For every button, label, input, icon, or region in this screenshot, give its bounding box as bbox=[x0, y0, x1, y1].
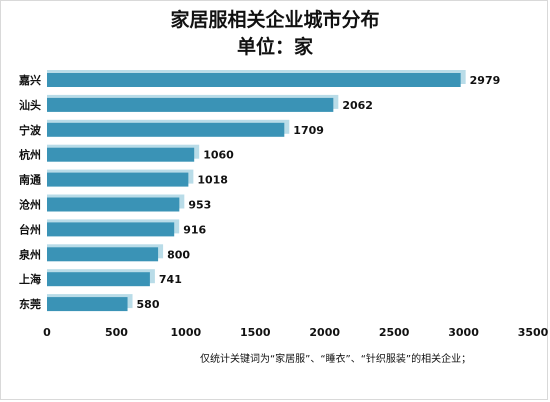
category-label-2: 宁波 bbox=[19, 123, 42, 137]
category-label-8: 上海 bbox=[19, 272, 41, 286]
bar-2 bbox=[47, 122, 285, 137]
bar-0 bbox=[47, 73, 461, 87]
bar-9 bbox=[47, 297, 128, 312]
category-label-5: 沧州 bbox=[19, 198, 41, 212]
x-tick-label-7: 3500 bbox=[518, 326, 549, 339]
bar-6 bbox=[47, 222, 175, 237]
value-label-6: 916 bbox=[183, 223, 206, 236]
category-label-4: 南通 bbox=[19, 173, 41, 187]
category-label-0: 嘉兴 bbox=[18, 73, 41, 87]
category-label-7: 泉州 bbox=[18, 247, 41, 261]
value-label-4: 1018 bbox=[197, 174, 228, 187]
x-tick-label-6: 3000 bbox=[448, 326, 479, 339]
bar-7 bbox=[47, 247, 159, 262]
chart-title: 家居服相关企业城市分布 bbox=[170, 9, 380, 31]
value-label-9: 580 bbox=[137, 298, 160, 311]
value-label-0: 2979 bbox=[470, 74, 501, 87]
x-tick-label-0: 0 bbox=[43, 326, 51, 339]
value-label-3: 1060 bbox=[203, 149, 234, 162]
footnote: 仅统计关键词为“家居服”、“睡衣”、“针织服装”的相关企业； bbox=[200, 354, 472, 365]
x-tick-label-3: 1500 bbox=[240, 326, 271, 339]
value-label-5: 953 bbox=[188, 199, 211, 212]
value-label-8: 741 bbox=[159, 273, 182, 286]
category-label-3: 杭州 bbox=[19, 148, 41, 162]
bar-3 bbox=[47, 147, 195, 162]
x-tick-label-2: 1000 bbox=[171, 326, 202, 339]
value-label-2: 1709 bbox=[293, 124, 324, 137]
category-label-6: 台州 bbox=[19, 222, 41, 236]
bar-8 bbox=[47, 272, 150, 287]
chart-subtitle: 单位：家 bbox=[236, 36, 313, 58]
bar-1 bbox=[47, 97, 334, 112]
x-tick-label-1: 500 bbox=[105, 326, 128, 339]
x-tick-label-4: 2000 bbox=[309, 326, 340, 339]
category-label-9: 东莞 bbox=[19, 297, 41, 311]
bar-4 bbox=[47, 172, 189, 187]
bar-5 bbox=[47, 197, 180, 212]
value-label-1: 2062 bbox=[342, 99, 373, 112]
x-tick-label-5: 2500 bbox=[379, 326, 410, 339]
value-label-7: 800 bbox=[167, 248, 190, 261]
category-label-1: 汕头 bbox=[19, 98, 41, 112]
